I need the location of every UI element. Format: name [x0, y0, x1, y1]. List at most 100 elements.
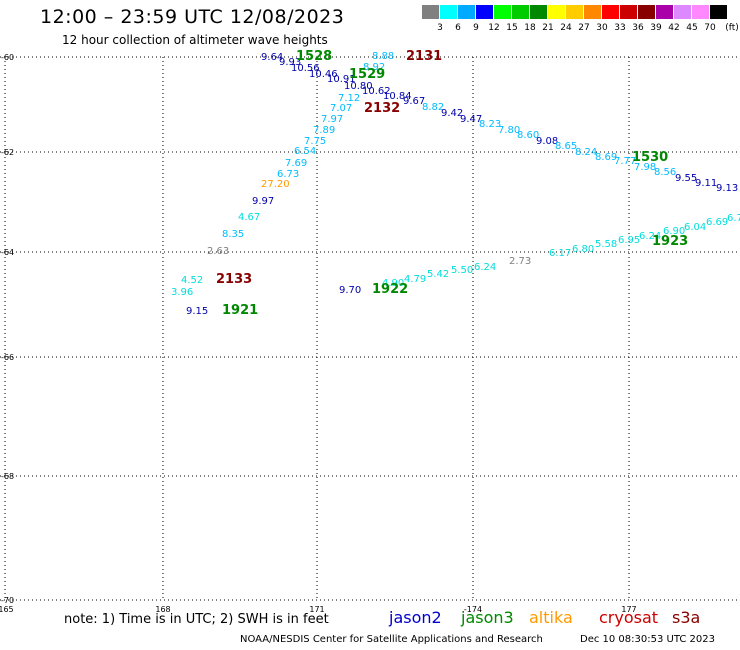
wave-height-value: 4.79	[404, 274, 426, 285]
wave-height-value: 9.15	[186, 306, 208, 317]
wave-height-value: 9.64	[261, 52, 283, 63]
wave-height-value: 9.67	[403, 96, 425, 107]
lat-label: -60	[1, 53, 14, 62]
legend-swatch	[476, 5, 493, 19]
pass-time-label: 1530	[632, 150, 668, 165]
wave-height-value: 8.60	[517, 130, 539, 141]
lat-label: -70	[1, 596, 14, 605]
wave-height-value: 8.88	[372, 51, 394, 62]
lat-label: -68	[1, 472, 14, 481]
legend-swatch	[422, 5, 439, 19]
wave-height-value: 2.63	[207, 246, 229, 257]
pass-time-label: 1922	[372, 282, 408, 297]
legend-swatch	[620, 5, 637, 19]
legend-label: 45	[686, 23, 698, 33]
legend-swatch	[548, 5, 565, 19]
wave-height-value: 10.80	[344, 81, 373, 92]
legend-label: 27	[578, 23, 590, 33]
wave-height-value: 7.75	[304, 136, 326, 147]
wave-height-value: 9.42	[441, 108, 463, 119]
wave-height-value: 4.90	[382, 278, 404, 289]
wave-height-value: 8.24	[575, 147, 597, 158]
wave-height-value: 8.56	[654, 167, 676, 178]
wave-height-value: 9.70	[339, 285, 361, 296]
legend-label: 21	[542, 23, 554, 33]
wave-height-value: 7.89	[313, 125, 335, 136]
wave-height-value: 6.24	[639, 231, 661, 242]
legend-unit: (ft)	[725, 23, 739, 33]
lat-label: -64	[1, 248, 14, 257]
wave-height-value: 6.73	[277, 169, 299, 180]
observation-labels: 9.649.9310.5610.4610.9110.8010.6210.849.…	[171, 51, 740, 317]
legend-label: 15	[506, 23, 518, 33]
lon-label: 165	[0, 605, 14, 614]
wave-height-value: 9.55	[675, 173, 697, 184]
wave-height-value: 8.65	[555, 141, 577, 152]
wave-height-value: 8.35	[222, 229, 244, 240]
legend-swatch	[458, 5, 475, 19]
legend-label: 12	[488, 23, 500, 33]
wave-height-value: 10.84	[383, 91, 412, 102]
legend-label: 33	[614, 23, 626, 33]
wave-height-value: 5.42	[427, 269, 449, 280]
legend-label: 9	[473, 23, 479, 33]
wave-height-value: 5.58	[595, 239, 617, 250]
satellite-altika: altika	[529, 608, 573, 627]
map-title: 12:00 – 23:59 UTC 12/08/2023	[40, 6, 345, 28]
wave-height-value: 10.91	[327, 74, 356, 85]
wave-height-value: 6.95	[618, 235, 640, 246]
legend-swatch	[494, 5, 511, 19]
legend-swatch	[512, 5, 529, 19]
time-labels: 1528 1529 2131 2132 2133 1921 1922 1530 1923	[216, 49, 688, 318]
wave-height-value: 9.11	[695, 178, 717, 189]
wave-height-value: 9.08	[536, 136, 558, 147]
satellite-jason2: jason2	[389, 608, 442, 627]
legend-swatch	[530, 5, 547, 19]
legend-swatch	[566, 5, 583, 19]
legend-swatch	[710, 5, 727, 19]
legend-swatch	[440, 5, 457, 19]
pass-time-label: 1528	[296, 49, 332, 64]
legend-label: 3	[437, 23, 443, 33]
lat-label: -66	[1, 353, 14, 362]
wave-height-value: 9.93	[279, 57, 301, 68]
footer-note: note: 1) Time is in UTC; 2) SWH is in fe…	[64, 612, 329, 627]
legend-swatch	[674, 5, 691, 19]
wave-height-value: 5.50	[451, 265, 473, 276]
wave-height-value: 7.07	[330, 103, 352, 114]
wave-height-value: 7.97	[321, 114, 343, 125]
wave-height-value: 2.73	[509, 256, 531, 267]
legend-swatch	[656, 5, 673, 19]
pass-time-label: 1921	[222, 303, 258, 318]
wave-height-value: 6.04	[684, 222, 706, 233]
legend-swatch	[602, 5, 619, 19]
wave-height-value: 10.62	[362, 86, 391, 97]
wave-height-value: 6.80	[572, 244, 594, 255]
wave-height-value: 10.46	[309, 69, 338, 80]
wave-height-value: 6.54	[294, 146, 316, 157]
lon-label: 168	[155, 605, 170, 614]
wave-height-value: 7.77	[614, 156, 636, 167]
legend-swatch	[638, 5, 655, 19]
generated-timestamp: Dec 10 08:30:53 UTC 2023	[580, 634, 715, 645]
legend-label: 30	[596, 23, 608, 33]
wave-height-value: 3.96	[171, 287, 193, 298]
wave-height-value: 8.82	[422, 102, 444, 113]
pass-time-label: 2131	[406, 49, 442, 64]
pass-time-label: 2132	[364, 101, 400, 116]
satellite-cryosat: cryosat	[599, 608, 659, 627]
wave-height-value: 8.23	[479, 119, 501, 130]
wave-height-value: 6.90	[663, 226, 685, 237]
legend-swatch	[692, 5, 709, 19]
legend-label: 6	[455, 23, 461, 33]
pass-time-label: 1529	[349, 67, 385, 82]
wave-height-value: 7.98	[634, 162, 656, 173]
legend-label: 39	[650, 23, 662, 33]
satellite-s3a: s3a	[672, 608, 701, 627]
lon-label: 177	[621, 605, 636, 614]
lon-label: 171	[309, 605, 324, 614]
wave-height-value: 7.80	[498, 125, 520, 136]
wave-height-value: 4.67	[238, 212, 260, 223]
pass-time-label: 1923	[652, 234, 688, 249]
